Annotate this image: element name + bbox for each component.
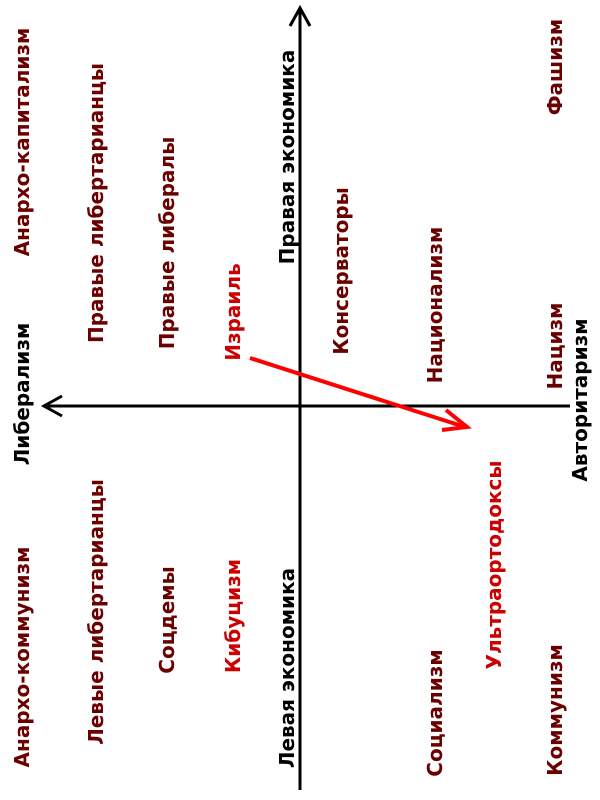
label-right-liberals: Правые либералы — [155, 136, 179, 350]
label-social-democrats: Соцдемы — [155, 566, 179, 674]
vertical-axis-arrowhead — [288, 4, 312, 27]
label-conservatives: Консерваторы — [329, 187, 353, 355]
label-ultra-orthodox: Ультраортодоксы — [482, 460, 506, 670]
label-anarcho-capitalism: Анархо-капитализм — [10, 27, 34, 257]
label-israel: Израиль — [221, 263, 245, 361]
axis-label-right: Авторитаризм — [568, 318, 592, 482]
label-nazism: Нацизм — [543, 302, 567, 390]
label-nationalism: Национализм — [423, 226, 447, 384]
label-anarcho-communism: Анархо-коммунизм — [10, 546, 34, 768]
label-fascism: Фашизм — [543, 18, 567, 116]
axis-label-left: Либерализм — [10, 322, 34, 466]
shift-arrow — [249, 356, 466, 429]
label-right-libertarians: Правые либертарианцы — [84, 63, 108, 343]
label-left-libertarians: Левые либертарианцы — [84, 479, 108, 745]
label-socialism: Социализм — [423, 649, 447, 777]
axis-label-bottom: Левая экономика — [275, 567, 299, 769]
label-kibbutzism: Кибуцизм — [221, 558, 245, 674]
horizontal-axis-arrowhead — [40, 394, 63, 418]
label-communism: Коммунизм — [543, 644, 567, 776]
shift-arrow-head — [441, 408, 472, 432]
axis-label-top: Правая экономика — [275, 49, 299, 265]
